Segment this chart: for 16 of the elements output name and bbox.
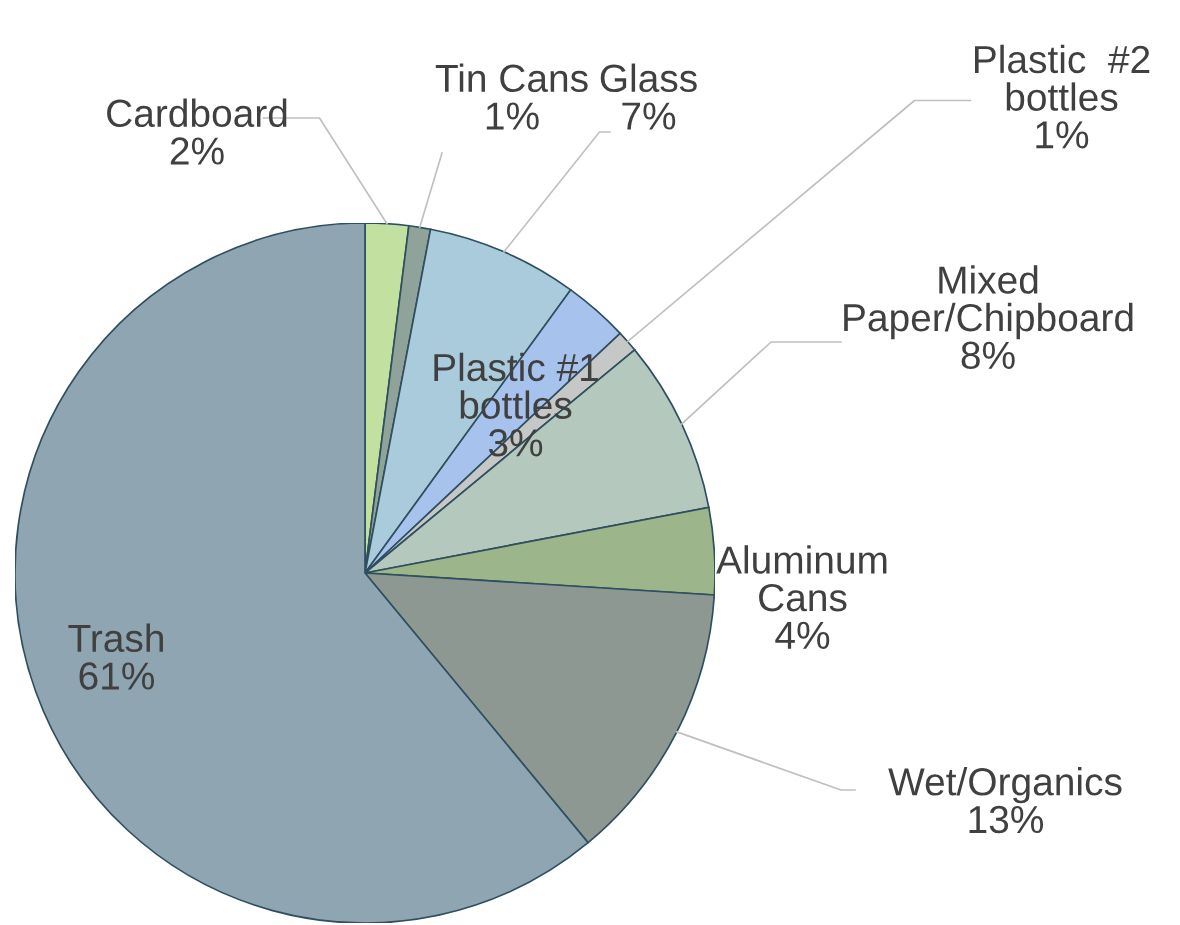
data-label: 13% [969,805,1044,834]
slice-label: Mixed Paper/Chipboard [844,265,1133,340]
slice-label: Glass [600,63,697,93]
slice-label: Wet/Organics [888,767,1122,804]
data-label: 61% [79,662,155,690]
data-label: 2% [170,137,224,165]
slice-label: Trash [68,623,163,653]
slice-label: Plastic #2 bottles [974,44,1150,111]
data-label: 1% [486,102,539,130]
data-label: 4% [775,621,830,649]
slice-label: Tin Cans [435,63,588,93]
slice-label: Cardboard [107,98,287,128]
data-label: 8% [961,341,1015,370]
data-label: 1% [1036,121,1089,149]
data-label: 7% [622,102,676,130]
slice-label: Aluminum Cans [716,545,887,612]
